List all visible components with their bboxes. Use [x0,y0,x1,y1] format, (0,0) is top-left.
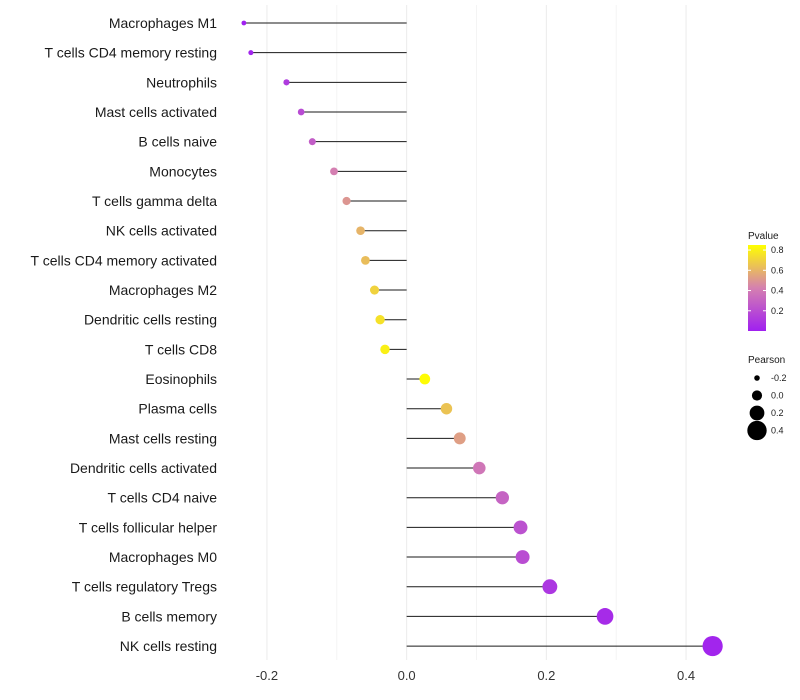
color-legend-label: 0.4 [771,286,784,296]
category-label: Dendritic cells activated [70,460,217,476]
color-legend-label: 0.8 [771,245,784,255]
category-label: Macrophages M2 [109,282,217,298]
lollipop-point [361,255,370,265]
category-label: T cells follicular helper [79,519,218,535]
lollipop-point [453,432,466,445]
category-label: T cells CD4 memory activated [31,252,217,268]
size-legend-dot [749,405,765,421]
category-labels: Macrophages M1 T cells CD4 memory resting… [31,15,218,654]
category-label: Mast cells resting [109,430,217,446]
color-legend-title: Pvalue [748,231,779,242]
category-label: NK cells resting [120,638,217,654]
category-label: T cells CD8 [145,341,217,357]
lollipop-point [542,579,558,595]
category-label: T cells CD4 memory resting [45,45,217,61]
x-tick-label: 0.4 [677,668,695,683]
lollipop-point [495,491,510,505]
pearson-size-legend: Pearson -0.2 0.0 0.2 0.4 [747,355,787,441]
category-label: T cells gamma delta [92,193,217,209]
lollipop-point [241,20,247,26]
size-legend-label: 0.2 [771,408,784,418]
size-legend-dot [754,375,760,381]
category-label: NK cells activated [106,223,217,239]
size-legend-dot [751,390,763,401]
size-legend-label: -0.2 [771,373,787,383]
lollipop-point [283,79,290,86]
category-label: Macrophages M1 [109,15,217,31]
lollipop-stems [243,22,713,647]
category-label: Dendritic cells resting [84,312,217,328]
size-legend-label: 0.0 [771,391,784,401]
x-tick-label: -0.2 [256,668,278,683]
lollipop-point [419,373,431,385]
category-label: Eosinophils [145,371,217,387]
category-label: Mast cells activated [95,104,217,120]
lollipop-point [375,315,385,325]
lollipop-point [380,344,390,355]
lollipop-point [342,196,351,206]
lollipop-point [515,550,530,565]
x-tick-label: 0.0 [398,668,416,683]
lollipop-point [330,167,338,176]
category-label: Neutrophils [146,74,217,90]
x-axis-ticks: -0.2 0.0 0.2 0.4 [256,668,695,683]
size-legend-dot [747,420,767,441]
lollipop-point [369,285,380,295]
color-legend-label: 0.6 [771,265,784,275]
lollipop-points [241,20,723,657]
category-label: T cells CD4 naive [108,490,218,506]
grid-lines [266,5,687,660]
lollipop-point [440,402,453,415]
lollipop-point [513,520,528,535]
lollipop-point [297,108,305,116]
pvalue-color-legend: Pvalue 0.2 0.4 0.6 0.8 [748,231,784,331]
lollipop-point [596,608,614,625]
x-tick-label: 0.2 [537,668,555,683]
lollipop-point [473,461,486,475]
size-legend-label: 0.4 [771,426,784,436]
category-label: Macrophages M0 [109,549,217,565]
category-label: Monocytes [149,163,217,179]
lollipop-point [356,226,365,236]
lollipop-point [308,138,316,146]
category-label: B cells memory [121,608,217,624]
size-legend-title: Pearson [748,355,785,366]
color-legend-bar [748,245,766,331]
category-label: B cells naive [138,134,217,150]
lollipop-point [702,635,723,657]
category-label: T cells regulatory Tregs [72,579,217,595]
category-label: Plasma cells [138,401,217,417]
lollipop-point [248,50,254,56]
color-legend-label: 0.2 [771,306,784,316]
